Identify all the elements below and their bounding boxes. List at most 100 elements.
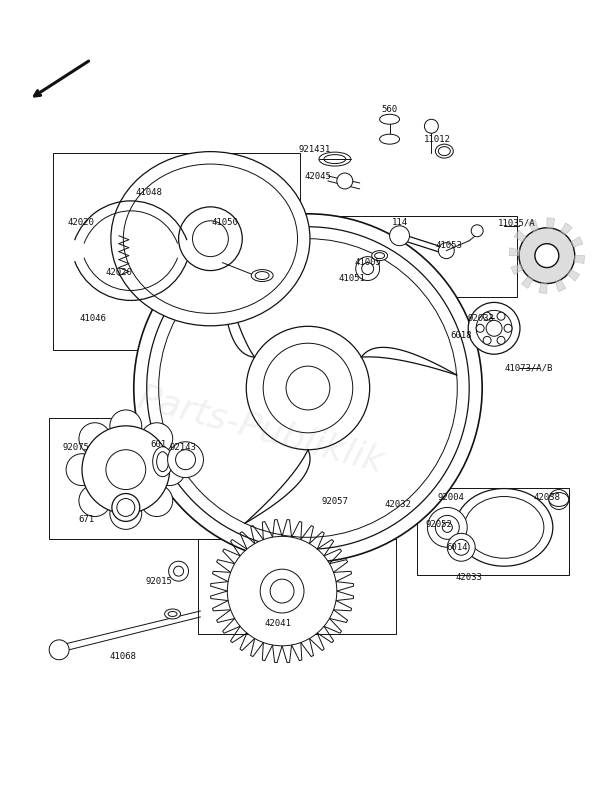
Circle shape — [389, 226, 409, 246]
Circle shape — [246, 327, 370, 450]
Text: 92057: 92057 — [322, 497, 348, 506]
Ellipse shape — [439, 147, 451, 155]
Bar — [280, 480, 290, 488]
Ellipse shape — [319, 152, 351, 166]
Text: 92143: 92143 — [169, 444, 196, 452]
Circle shape — [442, 522, 452, 532]
Text: 41068: 41068 — [109, 652, 136, 661]
Bar — [304, 475, 314, 483]
Ellipse shape — [371, 250, 388, 261]
Bar — [304, 469, 314, 477]
Circle shape — [453, 539, 469, 555]
Circle shape — [79, 484, 111, 517]
Text: 41051: 41051 — [338, 274, 365, 283]
Ellipse shape — [464, 497, 544, 558]
Ellipse shape — [124, 164, 298, 313]
Circle shape — [549, 490, 569, 509]
Polygon shape — [568, 269, 580, 281]
Ellipse shape — [380, 134, 400, 144]
Text: 92033: 92033 — [468, 314, 494, 323]
Bar — [340, 466, 350, 473]
Circle shape — [106, 450, 146, 490]
Polygon shape — [539, 283, 547, 294]
Bar — [340, 460, 350, 469]
Circle shape — [141, 423, 173, 455]
Circle shape — [117, 498, 135, 517]
Ellipse shape — [168, 612, 177, 616]
Text: 560: 560 — [382, 105, 398, 114]
Bar — [292, 472, 302, 480]
Text: 42041: 42041 — [265, 619, 292, 629]
Ellipse shape — [436, 144, 453, 158]
Circle shape — [286, 366, 330, 410]
Text: 41048: 41048 — [135, 188, 162, 198]
Text: 42020: 42020 — [68, 218, 94, 228]
Circle shape — [227, 536, 337, 646]
Text: 11035/A: 11035/A — [498, 218, 536, 228]
Bar — [328, 462, 338, 472]
Bar — [53, 153, 300, 350]
Bar — [256, 480, 266, 490]
Polygon shape — [509, 248, 520, 256]
Circle shape — [173, 566, 184, 576]
Text: 42032: 42032 — [384, 500, 411, 509]
Text: 114: 114 — [391, 218, 407, 228]
Text: 6014: 6014 — [446, 542, 468, 552]
Polygon shape — [528, 220, 538, 232]
Bar — [49, 418, 236, 539]
Circle shape — [356, 257, 380, 280]
Circle shape — [535, 243, 559, 268]
Text: Parts-Publiklik: Parts-Publiklik — [133, 381, 387, 479]
Text: 41073/A/B: 41073/A/B — [505, 363, 553, 373]
Ellipse shape — [380, 115, 400, 124]
Text: 601: 601 — [151, 440, 167, 449]
Circle shape — [66, 454, 98, 486]
Circle shape — [424, 119, 439, 133]
Bar — [268, 477, 278, 487]
Ellipse shape — [157, 451, 169, 472]
Bar — [352, 462, 362, 471]
Circle shape — [167, 442, 203, 477]
Circle shape — [468, 302, 520, 354]
Circle shape — [112, 494, 140, 521]
Ellipse shape — [255, 272, 269, 279]
Bar — [244, 490, 254, 498]
Circle shape — [270, 579, 294, 603]
Text: 92004: 92004 — [438, 493, 465, 502]
Circle shape — [179, 207, 242, 271]
Bar — [292, 477, 302, 486]
Bar — [244, 484, 254, 492]
Circle shape — [483, 337, 491, 345]
Circle shape — [154, 454, 185, 486]
Circle shape — [79, 423, 111, 455]
Circle shape — [134, 214, 482, 562]
Ellipse shape — [251, 269, 273, 282]
Text: 92075: 92075 — [62, 444, 89, 452]
Ellipse shape — [549, 492, 569, 506]
Bar — [232, 487, 242, 495]
Bar — [328, 469, 338, 476]
Text: 11012: 11012 — [424, 135, 451, 144]
Circle shape — [471, 225, 483, 237]
Circle shape — [110, 498, 142, 529]
Circle shape — [82, 425, 170, 513]
Circle shape — [476, 310, 512, 346]
Circle shape — [554, 495, 564, 505]
Bar — [316, 472, 326, 480]
Circle shape — [436, 516, 459, 539]
Circle shape — [176, 450, 196, 469]
Polygon shape — [514, 230, 526, 242]
Circle shape — [141, 484, 173, 517]
Circle shape — [147, 227, 469, 550]
Bar — [256, 487, 266, 495]
Circle shape — [193, 221, 229, 257]
Text: 42038: 42038 — [533, 493, 560, 502]
Circle shape — [260, 569, 304, 613]
Bar — [199, 539, 395, 633]
Text: 41005: 41005 — [354, 258, 381, 267]
Ellipse shape — [164, 609, 181, 619]
Text: 42020: 42020 — [106, 268, 132, 277]
Polygon shape — [547, 217, 555, 228]
Bar — [232, 492, 242, 501]
Ellipse shape — [152, 447, 173, 476]
